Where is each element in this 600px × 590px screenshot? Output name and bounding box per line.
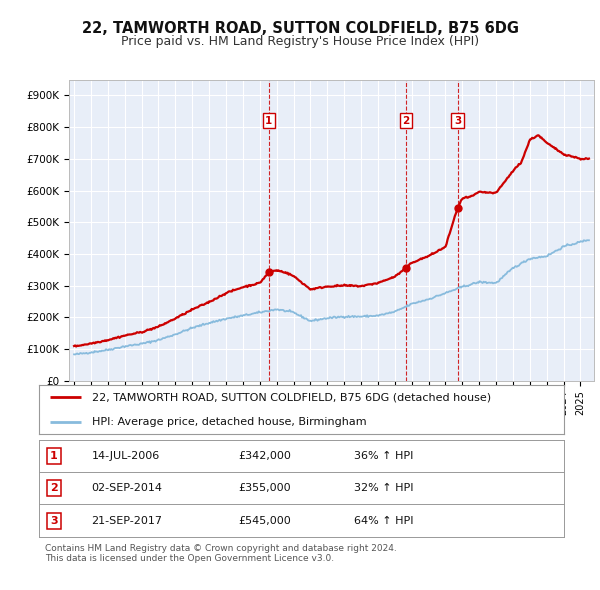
Text: 3: 3: [50, 516, 58, 526]
Text: 1: 1: [265, 116, 272, 126]
Text: 64% ↑ HPI: 64% ↑ HPI: [354, 516, 413, 526]
Text: 3: 3: [454, 116, 461, 126]
Text: £355,000: £355,000: [239, 483, 291, 493]
Text: 2: 2: [50, 483, 58, 493]
Text: 2: 2: [403, 116, 410, 126]
Text: 02-SEP-2014: 02-SEP-2014: [91, 483, 163, 493]
Text: 21-SEP-2017: 21-SEP-2017: [91, 516, 163, 526]
Text: HPI: Average price, detached house, Birmingham: HPI: Average price, detached house, Birm…: [91, 417, 366, 427]
Text: 1: 1: [50, 451, 58, 461]
Text: 36% ↑ HPI: 36% ↑ HPI: [354, 451, 413, 461]
Text: 22, TAMWORTH ROAD, SUTTON COLDFIELD, B75 6DG: 22, TAMWORTH ROAD, SUTTON COLDFIELD, B75…: [82, 21, 518, 35]
Text: 32% ↑ HPI: 32% ↑ HPI: [354, 483, 413, 493]
Text: 14-JUL-2006: 14-JUL-2006: [91, 451, 160, 461]
Text: Price paid vs. HM Land Registry's House Price Index (HPI): Price paid vs. HM Land Registry's House …: [121, 35, 479, 48]
Text: Contains HM Land Registry data © Crown copyright and database right 2024.
This d: Contains HM Land Registry data © Crown c…: [45, 544, 397, 563]
Text: 22, TAMWORTH ROAD, SUTTON COLDFIELD, B75 6DG (detached house): 22, TAMWORTH ROAD, SUTTON COLDFIELD, B75…: [91, 392, 491, 402]
Text: £342,000: £342,000: [239, 451, 292, 461]
Text: £545,000: £545,000: [239, 516, 291, 526]
